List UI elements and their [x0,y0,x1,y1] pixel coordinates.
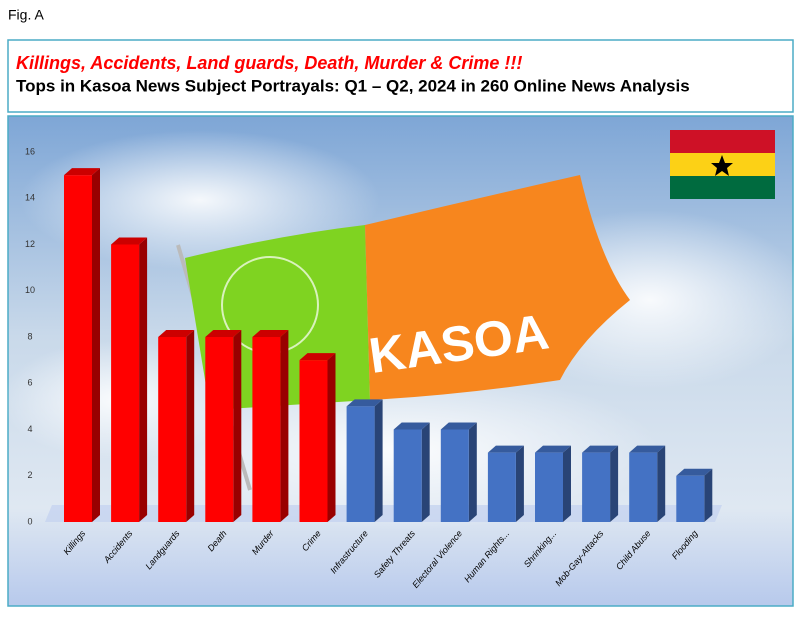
bar [205,337,234,522]
bar [393,429,422,522]
bar-side [610,445,619,522]
bar-side [421,422,430,522]
bar-top [582,445,619,453]
bar-group [158,330,195,522]
bar-group [582,445,619,522]
y-tick-label: 16 [25,146,35,156]
y-tick-label: 10 [25,285,35,295]
bar-side [374,399,383,522]
bar [676,475,705,522]
bar [582,452,611,522]
bar-group [535,445,571,522]
bar-group [346,399,383,522]
chart-subtitle: Tops in Kasoa News Subject Portrayals: Q… [16,76,690,95]
ghana-flag [670,130,775,199]
bar-side [92,168,100,522]
bar-top [64,168,100,176]
bar-side [563,445,571,522]
bar-top [440,422,477,430]
bar-top [346,399,383,407]
bar [440,429,469,522]
bar-top [252,330,289,337]
bar [158,337,187,522]
bar [487,452,516,522]
bar-top [158,330,195,337]
bar-side [139,237,148,522]
bar-top [629,445,666,453]
title-box [7,39,794,113]
bar-group [487,445,524,522]
bar [252,337,281,522]
y-tick-label: 14 [25,193,35,203]
bar-group [252,330,289,522]
bar-group [440,422,477,522]
bar-side [704,468,713,522]
bar-top [487,445,524,453]
bar-top [111,237,148,245]
bar [299,360,328,522]
y-tick-label: 8 [27,331,32,341]
y-tick-label: 12 [25,239,35,249]
bar-top [393,422,430,430]
bar-group [676,468,713,522]
bar-top [535,445,571,453]
bar-side [233,330,242,522]
y-tick-label: 4 [27,424,32,434]
bar-group [393,422,430,522]
bar-group [111,237,148,522]
bar-side [327,353,336,522]
bar-side [186,330,195,522]
y-tick-label: 6 [27,378,32,388]
bar-side [515,445,524,522]
bar [629,452,658,522]
bar-group [299,353,336,522]
chart-title: Killings, Accidents, Land guards, Death,… [16,53,522,73]
bar-side [280,330,289,522]
bar-side [468,422,477,522]
bar [64,175,92,522]
bar [535,452,563,522]
bar-group [205,330,242,522]
y-tick-label: 0 [27,516,32,526]
bar-top [676,468,713,476]
bar-top [299,353,336,361]
bar [111,244,140,522]
bar-side [657,445,666,522]
bar-group [64,168,100,522]
bar [346,406,375,522]
y-tick-label: 2 [27,470,32,480]
figure-label: Fig. A [8,7,44,23]
bar-group [629,445,666,522]
bar-top [205,330,242,337]
